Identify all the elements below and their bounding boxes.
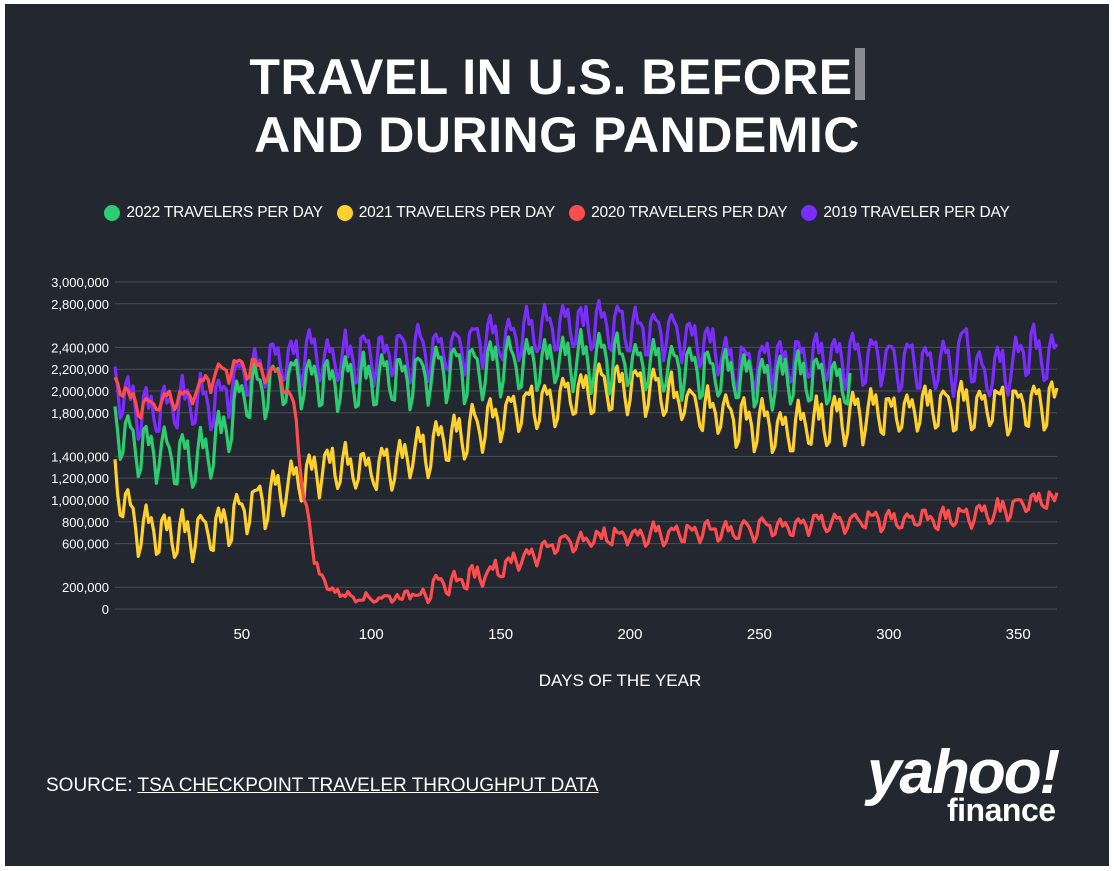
y-tick-label: 800,000 <box>62 515 109 530</box>
y-tick-label: 0 <box>102 602 109 617</box>
legend-swatch <box>801 205 818 221</box>
legend-item: 2020 TRAVELERS PER DAY <box>569 204 788 222</box>
source-link[interactable]: TSA CHECKPOINT TRAVELER THROUGHPUT DATA <box>137 775 599 796</box>
y-tick-label: 2,400,000 <box>51 340 109 355</box>
chart-card: TRAVEL IN U.S. BEFORE AND DURING PANDEMI… <box>5 4 1109 866</box>
y-tick-label: 2,200,000 <box>51 362 109 377</box>
legend: 2022 TRAVELERS PER DAY 2021 TRAVELERS PER… <box>5 204 1109 222</box>
y-tick-label: 3,000,000 <box>51 275 109 290</box>
x-tick-label: 200 <box>617 626 642 643</box>
x-tick-label: 150 <box>488 626 513 643</box>
x-tick-label: 100 <box>359 626 384 643</box>
y-tick-label: 1,200,000 <box>51 471 109 486</box>
legend-label: 2022 TRAVELERS PER DAY <box>126 204 323 221</box>
y-tick-label: 600,000 <box>62 537 109 552</box>
x-tick-label: 50 <box>233 626 250 643</box>
y-tick-label: 200,000 <box>62 580 109 595</box>
x-tick-label: 300 <box>876 626 901 643</box>
legend-swatch <box>104 205 121 221</box>
source-prefix: SOURCE: <box>46 775 133 796</box>
y-tick-label: 1,800,000 <box>51 406 109 421</box>
chart-title: TRAVEL IN U.S. BEFORE AND DURING PANDEMI… <box>5 48 1109 164</box>
line-chart: 0 200,000 600,000 800,000 1,000,000 1,200,000… <box>51 275 1059 690</box>
x-tick-label: 350 <box>1006 626 1031 643</box>
y-tick-label: 1,400,000 <box>51 449 109 464</box>
legend-label: 2021 TRAVELERS PER DAY <box>358 204 556 221</box>
x-tick-label: 250 <box>747 626 772 643</box>
source-note: SOURCE: TSA CHECKPOINT TRAVELER THROUGHP… <box>46 775 599 797</box>
logo-finance: finance <box>947 792 1056 828</box>
legend-item: 2019 TRAVELER PER DAY <box>801 204 1010 222</box>
logo-yahoo: yahoo! <box>867 738 1060 807</box>
series-line <box>113 328 852 489</box>
legend-label: 2019 TRAVELER PER DAY <box>823 204 1010 221</box>
legend-swatch <box>336 205 353 221</box>
title-cursor-bar <box>854 48 865 100</box>
legend-item: 2021 TRAVELERS PER DAY <box>336 204 556 222</box>
y-tick-label: 2,000,000 <box>51 384 109 399</box>
series-line <box>113 362 1059 564</box>
y-tick-label: 1,000,000 <box>51 493 109 508</box>
x-axis-title: DAYS OF THE YEAR <box>539 671 702 690</box>
yahoo-finance-logo: yahoo! finance <box>867 738 1060 829</box>
series-line <box>113 298 1059 441</box>
legend-label: 2020 TRAVELERS PER DAY <box>591 204 788 221</box>
series-line <box>113 357 1059 605</box>
legend-item: 2022 TRAVELERS PER DAY <box>104 204 323 222</box>
legend-swatch <box>569 205 586 221</box>
y-tick-label: 2,800,000 <box>51 297 109 312</box>
title-line-1: TRAVEL IN U.S. BEFORE <box>249 49 853 105</box>
title-line-2: AND DURING PANDEMIC <box>254 107 860 163</box>
